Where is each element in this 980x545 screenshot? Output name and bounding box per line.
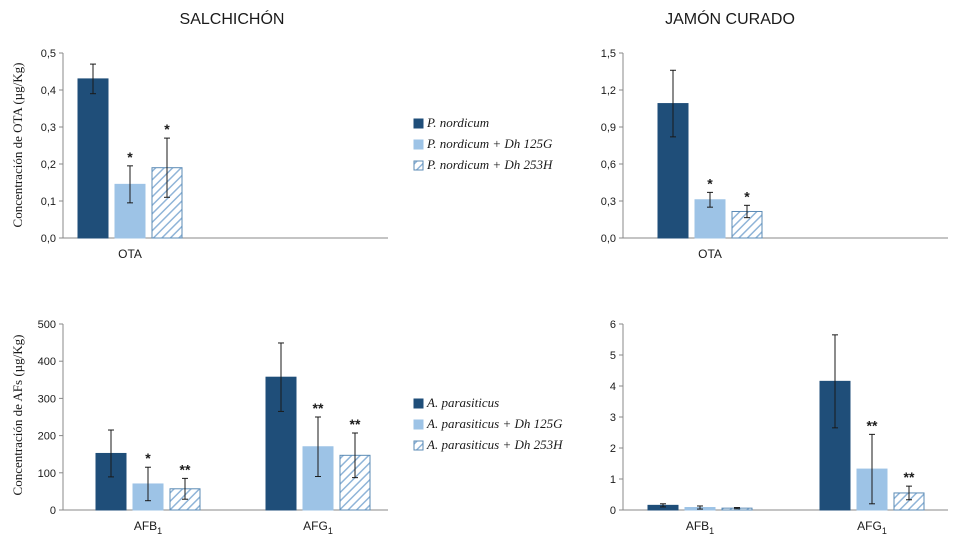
- y-tick-label: 0,5: [41, 48, 56, 60]
- ylabel-afs: Concentración de AFs (µg/Kg): [10, 335, 25, 496]
- y-tick-label: 100: [38, 468, 56, 480]
- y-tick-label: 0,3: [601, 196, 616, 208]
- legend-swatch: [413, 118, 424, 129]
- legend-ota: P. nordicum P. nordicum + Dh 125G P. nordi…: [413, 115, 553, 172]
- title-jamon-curado: JAMÓN CURADO: [665, 9, 795, 28]
- y-tick-label: 2: [610, 443, 616, 455]
- legend-label: P. nordicum + Dh 125G: [426, 136, 553, 151]
- y-tick-label: 0: [50, 505, 56, 517]
- y-tick-label: 0,3: [41, 122, 56, 134]
- significance-mark: **: [867, 417, 878, 433]
- y-tick-label: 1: [610, 474, 616, 486]
- y-tick-label: 300: [38, 393, 56, 405]
- significance-mark: *: [145, 450, 151, 466]
- category-label: AFB1: [134, 519, 162, 536]
- y-tick-label: 0,4: [41, 85, 56, 97]
- title-salchichon: SALCHICHÓN: [180, 9, 285, 28]
- y-tick-label: 1,2: [601, 85, 616, 97]
- chart-salchichon-ota: 0,0 0,1 0,2 0,3 0,4 0,5 * * OTA: [41, 48, 388, 261]
- y-tick-label: 6: [610, 319, 616, 331]
- legend-swatch: [413, 419, 424, 430]
- chart-jamon-afs: 0 1 2 3 4 5 6 AFB1 ** ** AFG1: [610, 319, 948, 536]
- legend-label: P. nordicum + Dh 253H: [426, 157, 553, 172]
- legend-label: A. parasiticus + Dh 125G: [426, 416, 563, 431]
- category-label: AFB1: [686, 519, 714, 536]
- y-tick-label: 3: [610, 412, 616, 424]
- y-tick-label: 5: [610, 350, 616, 362]
- chart-jamon-ota: 0,0 0,3 0,6 0,9 1,2 1,5 * * OTA: [601, 48, 948, 261]
- legend-label: A. parasiticus + Dh 253H: [426, 437, 563, 452]
- significance-mark: *: [744, 188, 750, 204]
- legend-swatch: [413, 440, 424, 451]
- significance-mark: *: [164, 121, 170, 137]
- y-tick-label: 1,5: [601, 48, 616, 60]
- legend-swatch: [413, 160, 424, 171]
- legend-label: A. parasiticus: [426, 395, 499, 410]
- legend-afs: A. parasiticus A. parasiticus + Dh 125G A.…: [413, 395, 563, 452]
- bar: [77, 78, 109, 239]
- y-tick-label: 0,9: [601, 122, 616, 134]
- bar: [265, 376, 297, 511]
- y-tick-label: 4: [610, 381, 616, 393]
- significance-mark: *: [127, 149, 133, 165]
- legend-swatch: [413, 139, 424, 150]
- category-label: OTA: [118, 247, 142, 261]
- y-tick-label: 0,2: [41, 159, 56, 171]
- significance-mark: *: [707, 175, 713, 191]
- ylabel-ota: Concentración de OTA (µg/Kg): [10, 63, 25, 228]
- y-tick-label: 200: [38, 431, 56, 443]
- legend-swatch: [413, 398, 424, 409]
- category-label: AFG1: [303, 519, 333, 536]
- significance-mark: **: [180, 461, 191, 477]
- significance-mark: **: [313, 400, 324, 416]
- category-label: OTA: [698, 247, 722, 261]
- y-tick-label: 0,1: [41, 196, 56, 208]
- y-tick-label: 0,6: [601, 159, 616, 171]
- y-tick-label: 500: [38, 319, 56, 331]
- y-tick-label: 0,0: [41, 233, 56, 245]
- legend-label: P. nordicum: [426, 115, 489, 130]
- y-tick-label: 0,0: [601, 233, 616, 245]
- category-label: AFG1: [857, 519, 887, 536]
- significance-mark: **: [904, 469, 915, 485]
- y-tick-label: 0: [610, 505, 616, 517]
- y-tick-label: 400: [38, 356, 56, 368]
- significance-mark: **: [350, 416, 361, 432]
